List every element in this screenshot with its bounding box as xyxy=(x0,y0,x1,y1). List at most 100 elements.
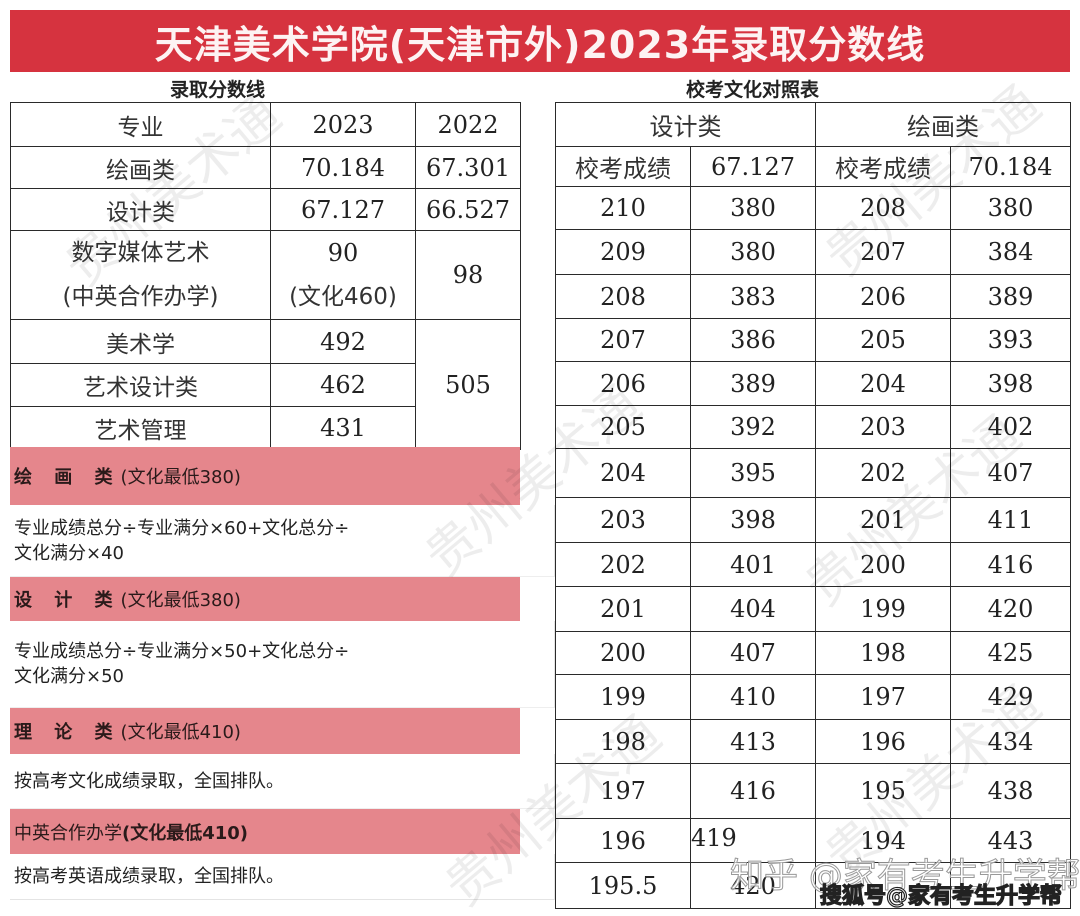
rule-text: 专业成绩总分÷专业满分×50+文化总分÷ xyxy=(14,641,350,662)
cell: 208 xyxy=(815,186,951,230)
table-row: 204 395 202 407 xyxy=(555,448,1071,498)
subheader-painting-cutoff: 70.184 xyxy=(950,146,1071,187)
score-2022-cell: 67.301 xyxy=(415,146,521,189)
cell: 208 xyxy=(555,274,691,319)
cell: 411 xyxy=(950,497,1071,543)
cell: 392 xyxy=(690,405,816,449)
table-row: 207 386 205 393 xyxy=(555,318,1071,362)
rule-text: 文化满分×40 xyxy=(14,542,124,564)
rule-heading-theory: 理 论 类 (文化最低410) xyxy=(10,708,520,754)
major-cell: 数字媒体艺术 (中英合作办学) xyxy=(10,230,271,320)
subheader-design-cutoff: 67.127 xyxy=(690,146,816,187)
cell: 410 xyxy=(690,674,816,720)
score-2023-cell: 492 xyxy=(270,319,416,364)
cell xyxy=(815,862,951,909)
score-2023-cell: 462 xyxy=(270,363,416,407)
rule-heading-sino-british: 中英合作办学 (文化最低410) xyxy=(10,809,520,854)
cell: 204 xyxy=(555,448,691,498)
cell: 200 xyxy=(815,542,951,587)
rule-category: 理 论 类 xyxy=(14,722,121,743)
cell: 407 xyxy=(690,631,816,675)
table-row: 197 416 195 438 xyxy=(555,763,1071,819)
rule-condition: (文化最低410) xyxy=(122,822,249,844)
cell: 195.5 xyxy=(555,862,691,909)
cell: 407 xyxy=(950,448,1071,498)
cell: 209 xyxy=(555,229,691,275)
table-row: 202 401 200 416 xyxy=(555,542,1071,587)
table-row: 数字媒体艺术 (中英合作办学) 90 (文化460) 98 xyxy=(10,230,521,320)
rule-text: 专业成绩总分÷专业满分×60+文化总分÷ xyxy=(14,517,350,539)
major-cell: 绘画类 xyxy=(10,146,271,189)
admission-score-table: 专业 2023 2022 绘画类 70.184 67.301 设计类 67.12… xyxy=(10,102,521,450)
cell: 443 xyxy=(950,818,1071,863)
score-note: (文化460) xyxy=(289,284,397,310)
cell: 413 xyxy=(690,719,816,764)
rule-formula-design: 专业成绩总分÷专业满分×50+文化总分÷ 文化满分×50 xyxy=(10,621,555,708)
cell: 389 xyxy=(950,274,1071,319)
major-cell: 设计类 xyxy=(10,188,271,231)
right-section-heading: 校考文化对照表 xyxy=(685,78,819,101)
cell: 383 xyxy=(690,274,816,319)
table-row: 210 380 208 380 xyxy=(555,186,1071,230)
rule-heading-painting: 绘 画 类 (文化最低380) xyxy=(10,447,520,505)
cell: 202 xyxy=(815,448,951,498)
table-header-row: 专业 2023 2022 xyxy=(10,102,521,147)
header-2022: 2022 xyxy=(415,102,521,147)
cell: 389 xyxy=(690,361,816,406)
table-row: 200 407 198 425 xyxy=(555,631,1071,675)
cell: 420 xyxy=(690,862,816,909)
table-row: 195.5 420 xyxy=(555,862,1071,909)
table-row: 绘画类 70.184 67.301 xyxy=(10,146,521,189)
group-design: 设计类 xyxy=(555,102,816,147)
cell: 210 xyxy=(555,186,691,230)
cell: 198 xyxy=(815,631,951,675)
cell: 401 xyxy=(690,542,816,587)
table-row: 201 404 199 420 xyxy=(555,586,1071,632)
header-2023: 2023 xyxy=(270,102,416,147)
major-cell: 艺术设计类 xyxy=(10,363,271,407)
cell: 207 xyxy=(555,318,691,362)
cell: 395 xyxy=(690,448,816,498)
cell: 416 xyxy=(950,542,1071,587)
cell: 434 xyxy=(950,719,1071,764)
score-2023-cell: 431 xyxy=(270,406,416,450)
cell: 398 xyxy=(950,361,1071,406)
score-2023-cell: 90 (文化460) xyxy=(270,230,416,320)
cell: 205 xyxy=(815,318,951,362)
rule-text-theory: 按高考文化成绩录取，全国排队。 xyxy=(10,754,555,809)
cell: 199 xyxy=(555,674,691,720)
table-row: 艺术设计类 462 xyxy=(10,363,521,407)
rule-text: 按高考文化成绩录取，全国排队。 xyxy=(14,770,284,792)
admission-rules: 绘 画 类 (文化最低380) 专业成绩总分÷专业满分×60+文化总分÷ 文化满… xyxy=(10,447,555,900)
cell: 201 xyxy=(555,586,691,632)
cell: 197 xyxy=(555,763,691,819)
rule-category: 绘 画 类 xyxy=(14,467,121,488)
cell: 203 xyxy=(555,497,691,543)
rule-heading-design: 设 计 类 (文化最低380) xyxy=(10,577,520,621)
score-2023-cell: 70.184 xyxy=(270,146,416,189)
table-row: 美术学 492 505 xyxy=(10,319,521,450)
cell: 205 xyxy=(555,405,691,449)
rule-category: 设 计 类 xyxy=(14,590,121,611)
group-painting: 绘画类 xyxy=(815,102,1071,147)
table-row: 205 392 203 402 xyxy=(555,405,1071,449)
rule-condition: (文化最低410) xyxy=(120,722,241,743)
rule-condition: (文化最低380) xyxy=(120,467,241,488)
score-value: 90 xyxy=(327,239,359,267)
table-row: 设计类 67.127 66.527 xyxy=(10,188,521,231)
cell: 202 xyxy=(555,542,691,587)
cell: 425 xyxy=(950,631,1071,675)
subheader-exam-score: 校考成绩 xyxy=(815,146,951,187)
cell: 380 xyxy=(690,229,816,275)
score-2023-cell: 67.127 xyxy=(270,188,416,231)
cell: 194 xyxy=(815,818,951,863)
major-cell: 美术学 xyxy=(10,319,271,364)
cell: 420 xyxy=(950,586,1071,632)
cell: 195 xyxy=(815,763,951,819)
cell: 402 xyxy=(950,405,1071,449)
cell: 419 xyxy=(690,815,816,860)
cell xyxy=(950,862,1071,909)
cell: 398 xyxy=(690,497,816,543)
header-major: 专业 xyxy=(10,102,271,147)
cell: 196 xyxy=(815,719,951,764)
